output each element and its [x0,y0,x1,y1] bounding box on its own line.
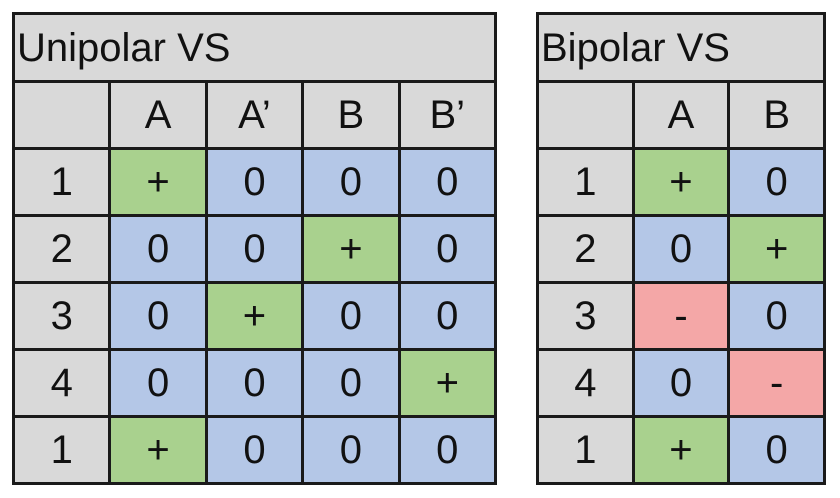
table-row: 2 0 0 + 0 [11,214,498,284]
phase-cell: 0 [397,147,498,217]
column-header-blank [11,80,112,150]
phase-cell: 0 [301,348,401,418]
phase-cell: 0 [204,415,305,485]
phase-cell: + [204,281,305,351]
phase-cell: + [108,415,208,485]
phase-cell: 0 [397,415,498,485]
column-header-blank [536,80,635,150]
phase-cell: 0 [727,281,826,351]
table-row: 1 + 0 [536,147,826,217]
phase-cell: 0 [108,281,208,351]
table-row: 1 + 0 [536,415,826,485]
phase-cell: - [631,281,731,351]
phase-cell: 0 [397,214,498,284]
phase-cell: 0 [631,348,731,418]
table-row: 3 - 0 [536,281,826,351]
column-header-b-prime: B’ [397,80,498,150]
column-header-a-prime: A’ [204,80,305,150]
step-label: 2 [536,214,635,284]
step-label: 1 [536,415,635,485]
table-row: 1 + 0 0 0 [11,147,498,217]
step-label: 1 [11,147,112,217]
phase-cell: 0 [108,214,208,284]
phase-cell: 0 [301,147,401,217]
table-row: 1 + 0 0 0 [11,415,498,485]
unipolar-title: Unipolar VS [12,12,497,83]
phase-cell: 0 [204,147,305,217]
table-row: 3 0 + 0 0 [11,281,498,351]
phase-cell: 0 [108,348,208,418]
bipolar-title: Bipolar VS [536,12,826,83]
step-label: 3 [536,281,635,351]
step-label: 2 [11,214,112,284]
column-header-b: B [727,80,826,150]
step-label: 4 [11,348,112,418]
table-row: 4 0 - [536,348,826,418]
phase-cell: + [631,147,731,217]
phase-cell: + [108,147,208,217]
phase-cell: - [727,348,826,418]
phase-cell: 0 [727,147,826,217]
phase-cell: + [727,214,826,284]
table-row: 2 0 + [536,214,826,284]
step-label: 1 [536,147,635,217]
phase-cell: 0 [397,281,498,351]
column-header-b: B [301,80,401,150]
step-label: 3 [11,281,112,351]
phase-cell: + [301,214,401,284]
phase-cell: + [631,415,731,485]
phase-cell: 0 [204,214,305,284]
step-label: 4 [536,348,635,418]
phase-cell: 0 [727,415,826,485]
phase-cell: 0 [301,415,401,485]
phase-cell: 0 [301,281,401,351]
phase-cell: 0 [631,214,731,284]
step-label: 1 [11,415,112,485]
column-header-a: A [631,80,731,150]
bipolar-table: Bipolar VS A B 1 + 0 2 0 + 3 - 0 4 0 - 1 [536,12,826,485]
phase-cell: 0 [204,348,305,418]
phase-cell: + [397,348,498,418]
column-header-a: A [108,80,208,150]
table-row: 4 0 0 0 + [11,348,498,418]
unipolar-table: Unipolar VS A A’ B B’ 1 + 0 0 0 2 0 0 + … [11,12,498,485]
